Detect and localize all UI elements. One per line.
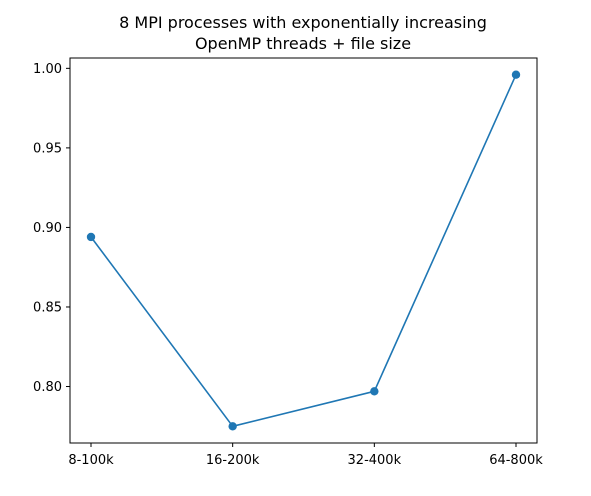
y-tick-label: 0.80 — [33, 380, 62, 395]
x-tick-label: 32-400k — [348, 453, 402, 468]
x-axis: 8-100k 16-200k 32-400k 64-800k — [68, 443, 543, 468]
plot-area-frame — [69, 57, 538, 444]
chart-title-line-2: OpenMP threads + file size — [195, 34, 411, 53]
data-point — [228, 422, 237, 431]
chart-title: 8 MPI processes with exponentially incre… — [119, 13, 487, 53]
y-tick-label: 0.95 — [33, 141, 62, 156]
plot-series — [86, 70, 521, 431]
x-tick-label: 16-200k — [206, 453, 260, 468]
data-point — [511, 70, 521, 79]
x-tick-label: 64-800k — [489, 453, 543, 468]
data-point — [370, 387, 379, 396]
series-line — [90, 74, 517, 428]
y-tick-label: 0.85 — [33, 300, 62, 315]
x-tick-label: 8-100k — [68, 453, 114, 468]
data-point — [86, 232, 96, 242]
y-tick-label: 0.90 — [33, 221, 62, 236]
y-tick-label: 1.00 — [33, 62, 62, 77]
chart-title-line-1: 8 MPI processes with exponentially incre… — [119, 13, 487, 32]
y-axis: 0.80 0.85 0.90 0.95 1.00 — [33, 62, 70, 395]
